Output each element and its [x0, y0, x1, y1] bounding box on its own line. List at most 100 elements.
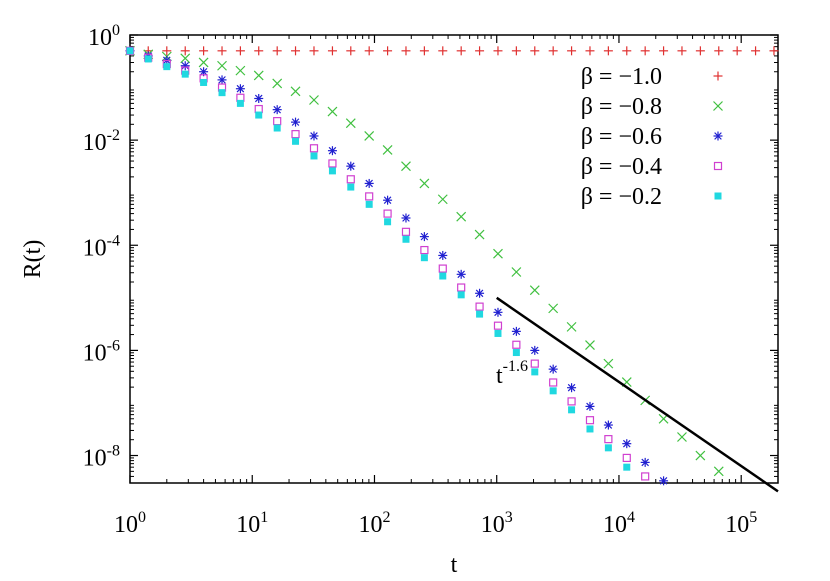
data-point-series-3 [622, 439, 632, 449]
y-tick-label: 10-8 [83, 443, 120, 472]
data-point-series-1 [456, 46, 466, 56]
data-point-series-4 [328, 159, 337, 168]
data-point-series-1 [383, 46, 393, 56]
data-point-series-3 [640, 457, 650, 467]
plot-frame [129, 34, 779, 484]
data-point-series-5 [255, 111, 263, 119]
data-point-series-3 [567, 383, 577, 393]
x-tick-label: 102 [358, 509, 390, 538]
data-point-series-1 [622, 46, 632, 56]
data-point-series-1 [659, 46, 669, 56]
data-point-series-3 [346, 161, 356, 171]
data-point-series-2 [566, 321, 577, 332]
data-point-series-5 [623, 463, 631, 471]
data-point-series-1 [199, 46, 209, 56]
data-point-series-2 [437, 194, 448, 205]
data-point-series-4 [549, 378, 558, 387]
data-points [125, 45, 779, 486]
fit-line-label: t-1.6 [496, 358, 528, 389]
legend-label: β = −0.8 [581, 94, 662, 120]
data-point-series-5 [384, 218, 392, 226]
x-tick-label: 104 [603, 509, 635, 538]
data-point-series-1 [493, 46, 503, 56]
data-point-series-5 [549, 387, 557, 395]
data-point-series-5 [310, 152, 318, 160]
data-point-series-1 [235, 46, 245, 56]
data-point-series-4 [420, 245, 429, 255]
data-point-series-1 [585, 46, 595, 56]
data-point-series-1 [714, 46, 724, 56]
y-tick-label: 10-4 [83, 232, 120, 261]
data-point-series-1 [291, 46, 301, 56]
data-point-series-1 [548, 46, 558, 56]
data-point-series-4 [273, 117, 282, 126]
data-point-series-3 [217, 75, 227, 85]
data-point-series-5 [218, 89, 226, 97]
data-point-series-4 [291, 130, 300, 139]
data-point-series-2 [309, 95, 319, 105]
data-point-series-1 [567, 46, 577, 56]
y-tick-label: 10-2 [83, 127, 120, 156]
data-point-series-2 [419, 178, 430, 189]
legend-label: β = −0.4 [581, 154, 662, 180]
data-point-series-2 [493, 248, 503, 259]
data-point-series-5 [568, 406, 576, 414]
data-point-series-5 [365, 200, 373, 208]
data-point-series-3 [291, 117, 301, 127]
data-point-series-5 [439, 272, 447, 280]
data-point-series-5 [200, 78, 208, 86]
data-point-series-2 [364, 131, 375, 141]
data-point-series-1 [603, 46, 613, 56]
data-point-series-3 [530, 345, 540, 355]
data-point-series-2 [511, 267, 522, 277]
data-point-series-5 [494, 329, 502, 337]
data-point-series-3 [419, 232, 429, 242]
data-point-series-4 [401, 227, 411, 236]
data-point-series-3 [199, 67, 209, 77]
data-point-series-5 [586, 425, 594, 433]
data-point-series-3 [383, 195, 393, 205]
data-point-series-3 [309, 131, 319, 141]
data-point-series-4 [622, 453, 631, 463]
data-point-series-2 [401, 161, 411, 172]
x-tick-label: 101 [236, 509, 268, 538]
data-point-series-4 [585, 416, 595, 425]
data-point-series-2 [603, 358, 614, 369]
data-point-series-5 [236, 99, 244, 107]
data-point-series-5 [181, 70, 189, 78]
data-point-series-3 [438, 250, 448, 260]
data-point-series-1 [401, 46, 411, 56]
data-point-series-2 [474, 229, 485, 240]
y-axis-title: R(t) [20, 240, 46, 279]
data-point-series-5 [512, 349, 520, 357]
data-point-series-4 [641, 472, 650, 481]
data-point-series-4 [493, 321, 503, 330]
data-point-series-1 [751, 46, 761, 56]
data-point-series-3 [364, 178, 374, 188]
legend-marker [713, 71, 723, 81]
data-point-series-2 [327, 106, 338, 117]
x-tick-label: 105 [725, 509, 757, 538]
data-point-series-1 [438, 46, 448, 56]
data-point-series-2 [253, 70, 264, 81]
y-tick-label: 100 [88, 22, 120, 51]
data-point-series-5 [273, 124, 281, 132]
data-point-series-3 [548, 364, 558, 374]
data-point-series-2 [272, 78, 283, 89]
data-point-series-3 [254, 93, 264, 103]
data-point-series-1 [769, 46, 779, 56]
data-point-series-1 [309, 46, 319, 56]
data-point-series-2 [695, 450, 706, 461]
data-point-series-3 [180, 61, 190, 71]
data-point-series-4 [475, 302, 484, 311]
data-point-series-5 [163, 63, 171, 71]
data-point-series-5 [292, 137, 300, 145]
data-point-series-4 [383, 209, 392, 218]
data-point-series-5 [604, 444, 612, 452]
data-point-series-1 [272, 46, 282, 56]
data-point-series-5 [126, 47, 134, 55]
data-point-series-2 [529, 285, 540, 296]
data-point-series-3 [493, 307, 503, 317]
legend-label: β = −0.2 [581, 184, 662, 210]
